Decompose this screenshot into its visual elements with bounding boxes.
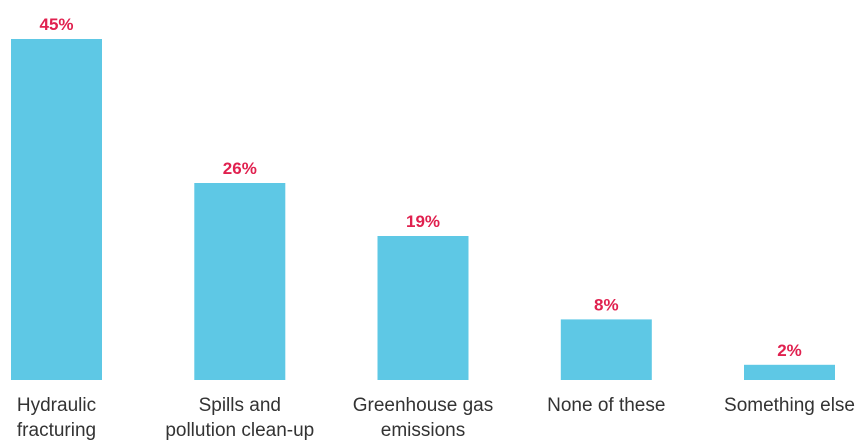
- category-label-1-line-1: pollution clean-up: [165, 420, 314, 441]
- value-label-1: 26%: [223, 159, 257, 178]
- bar-4: [744, 364, 835, 380]
- category-label-3: None of these: [547, 395, 665, 416]
- category-label-4: Something else: [724, 395, 855, 416]
- category-label-2-line-0: Greenhouse gas: [353, 395, 494, 416]
- value-label-3: 8%: [594, 295, 619, 314]
- value-label-4: 2%: [777, 341, 802, 360]
- category-label-2: Greenhouse gas emissions: [353, 395, 494, 441]
- bar-2: [377, 236, 469, 380]
- category-label-2-line-1: emissions: [381, 420, 465, 441]
- category-label-3-line-0: None of these: [547, 395, 665, 416]
- bar-0: [11, 39, 102, 380]
- value-label-2: 19%: [406, 212, 440, 231]
- bar-1: [194, 183, 286, 380]
- value-label-0: 45%: [39, 15, 73, 34]
- category-label-0-line-1: fracturing: [17, 420, 96, 441]
- category-label-0: Hydraulic fracturing: [17, 395, 96, 441]
- category-label-1-line-0: Spills and: [199, 395, 281, 416]
- category-label-4-line-0: Something else: [724, 395, 855, 416]
- bar-3: [560, 319, 652, 380]
- category-label-1: Spills and pollution clean-up: [165, 395, 314, 441]
- category-label-0-line-0: Hydraulic: [17, 395, 96, 416]
